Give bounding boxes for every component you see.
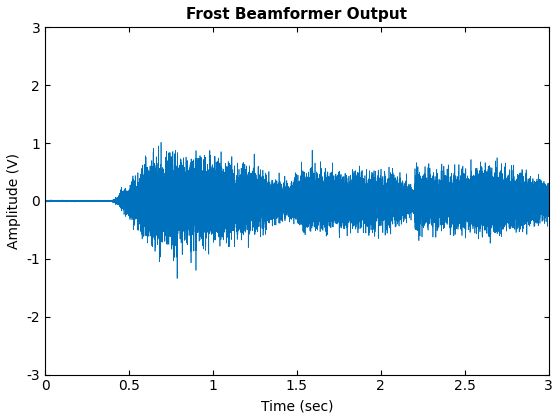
Y-axis label: Amplitude (V): Amplitude (V) [7,153,21,249]
Title: Frost Beamformer Output: Frost Beamformer Output [186,7,407,22]
X-axis label: Time (sec): Time (sec) [260,399,333,413]
